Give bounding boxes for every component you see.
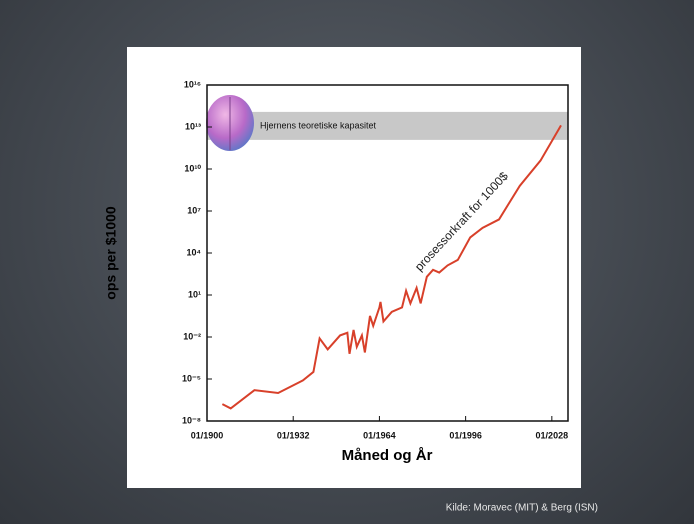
series-line	[221, 124, 562, 410]
y-tick-label: 10⁴	[187, 247, 201, 257]
source: Kilde: Moravec (MIT) & Berg (ISN)	[446, 503, 598, 514]
y-tick-label: 10¹⁰	[184, 163, 201, 173]
y-tick-label: 10¹⁶	[184, 79, 201, 89]
x-tick-label: 01/1964	[363, 430, 396, 440]
y-tick-label: 10⁷	[187, 205, 201, 215]
y-tick-label: 10¹	[188, 289, 201, 299]
y-tick-label: 10⁻⁵	[182, 373, 201, 383]
x-axis-label: Måned og År	[342, 447, 433, 464]
y-tick-label: 10⁻⁸	[182, 415, 201, 425]
capacity-band	[207, 111, 568, 140]
x-tick-label: 01/1900	[191, 430, 224, 440]
y-tick-label: 10⁻²	[183, 331, 201, 341]
x-tick-label: 01/1996	[449, 430, 482, 440]
x-tick-label: 01/2028	[536, 430, 569, 440]
y-tick-label: 10¹³	[185, 121, 201, 131]
y-axis-label: ops per $1000	[103, 206, 119, 300]
x-tick-label: 01/1932	[277, 430, 310, 440]
band-label: Hjernens teoretiske kapasitet	[260, 120, 377, 130]
